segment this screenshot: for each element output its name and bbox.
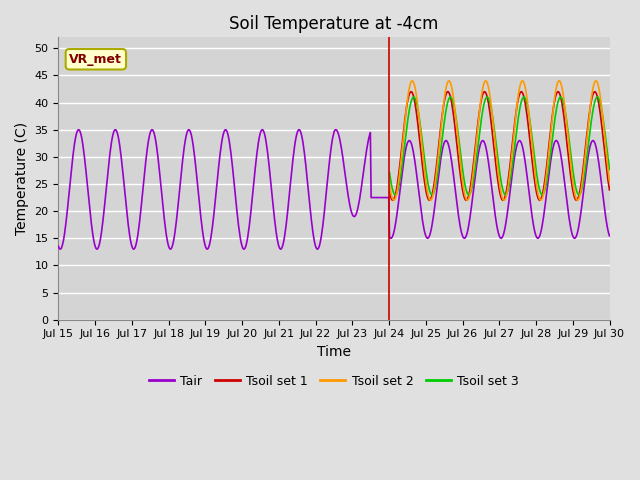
- Y-axis label: Temperature (C): Temperature (C): [15, 122, 29, 235]
- Legend: Tair, Tsoil set 1, Tsoil set 2, Tsoil set 3: Tair, Tsoil set 1, Tsoil set 2, Tsoil se…: [144, 370, 524, 393]
- X-axis label: Time: Time: [317, 345, 351, 359]
- Title: Soil Temperature at -4cm: Soil Temperature at -4cm: [229, 15, 438, 33]
- Text: VR_met: VR_met: [69, 53, 122, 66]
